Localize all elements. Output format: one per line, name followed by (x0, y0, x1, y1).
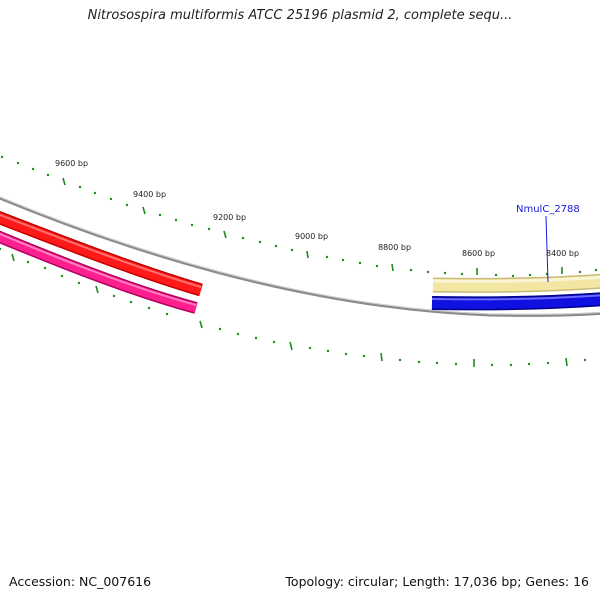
accession-text: Accession: NC_007616 (9, 574, 152, 589)
plasmid-backbone (0, 196, 600, 317)
position-label-9400: 9400 bp (133, 190, 166, 199)
gene-arc-yellow[interactable] (432, 273, 600, 293)
summary-text: Topology: circular; Length: 17,036 bp; G… (285, 574, 589, 589)
position-label-8400: 8400 bp (546, 249, 579, 258)
position-label-9600: 9600 bp (55, 159, 88, 168)
outer-tick-ring (0, 155, 598, 278)
gene-label-nmulc-2788[interactable]: NmulC_2788 (516, 204, 580, 215)
position-label-9200: 9200 bp (213, 213, 246, 222)
map-title: Nitrosospira multiformis ATCC 25196 plas… (87, 8, 513, 23)
gene-arc-pink[interactable] (0, 230, 198, 314)
inner-tick-ring (0, 247, 587, 367)
gene-label-pointer (545, 215, 549, 283)
position-label-9000: 9000 bp (295, 232, 328, 241)
position-label-8600: 8600 bp (462, 249, 495, 258)
position-label-8800: 8800 bp (378, 243, 411, 252)
gene-arc-red[interactable] (0, 210, 203, 297)
gene-arc-blue[interactable] (431, 292, 600, 311)
